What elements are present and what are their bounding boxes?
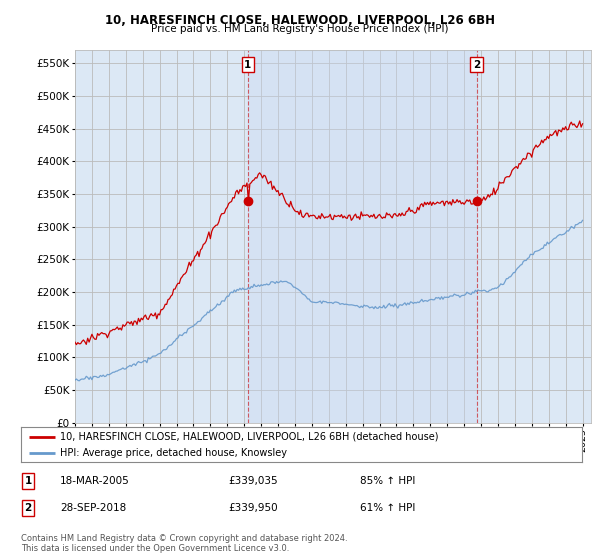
- Text: HPI: Average price, detached house, Knowsley: HPI: Average price, detached house, Know…: [60, 447, 287, 458]
- Text: 61% ↑ HPI: 61% ↑ HPI: [360, 503, 415, 513]
- Bar: [248, 50, 476, 423]
- Text: 28-SEP-2018: 28-SEP-2018: [60, 503, 126, 513]
- Text: 18-MAR-2005: 18-MAR-2005: [60, 476, 130, 486]
- Text: 1: 1: [25, 476, 32, 486]
- Text: 10, HARESFINCH CLOSE, HALEWOOD, LIVERPOOL, L26 6BH: 10, HARESFINCH CLOSE, HALEWOOD, LIVERPOO…: [105, 14, 495, 27]
- Text: 1: 1: [244, 60, 251, 69]
- Text: 10, HARESFINCH CLOSE, HALEWOOD, LIVERPOOL, L26 6BH (detached house): 10, HARESFINCH CLOSE, HALEWOOD, LIVERPOO…: [60, 432, 439, 442]
- Text: 2: 2: [473, 60, 480, 69]
- Text: £339,950: £339,950: [228, 503, 278, 513]
- Text: Price paid vs. HM Land Registry's House Price Index (HPI): Price paid vs. HM Land Registry's House …: [151, 24, 449, 34]
- Text: £339,035: £339,035: [228, 476, 278, 486]
- Text: Contains HM Land Registry data © Crown copyright and database right 2024.
This d: Contains HM Land Registry data © Crown c…: [21, 534, 347, 553]
- Text: 85% ↑ HPI: 85% ↑ HPI: [360, 476, 415, 486]
- Text: 2: 2: [25, 503, 32, 513]
